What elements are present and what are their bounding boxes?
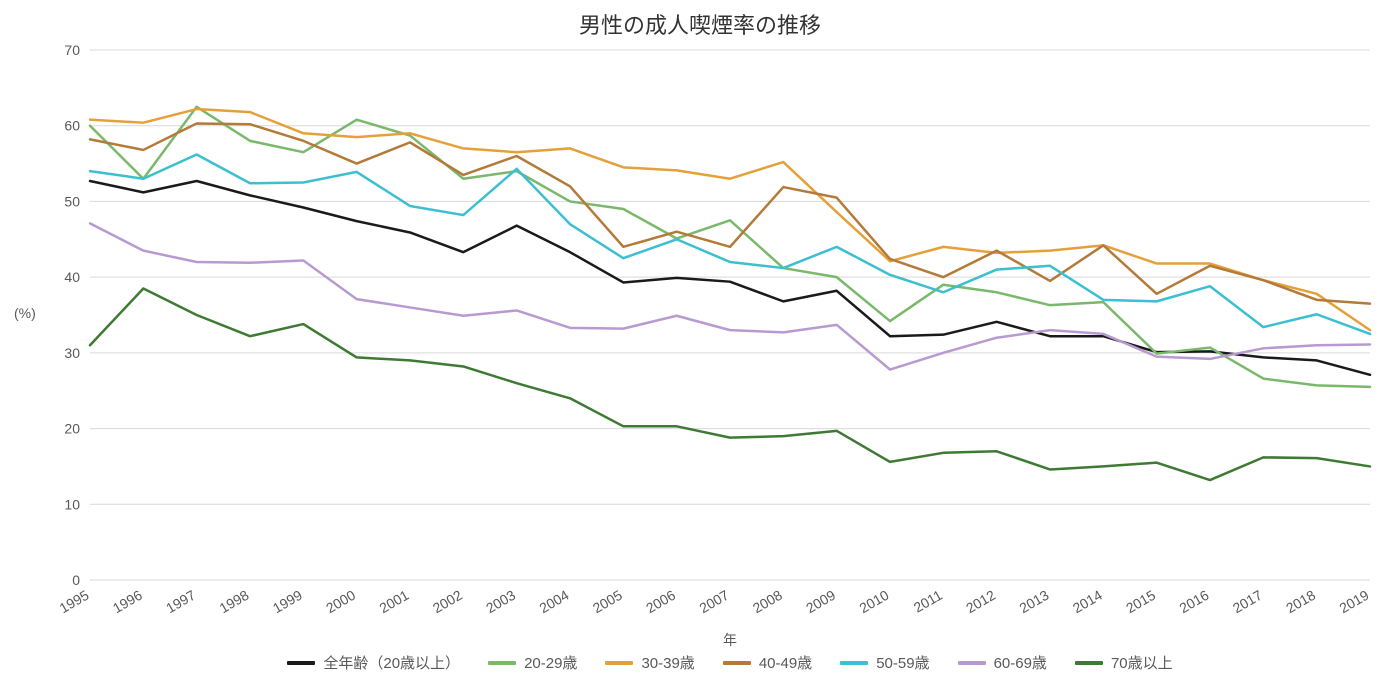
y-tick-label: 20 bbox=[64, 421, 80, 437]
legend-item: 30-39歳 bbox=[605, 652, 694, 673]
x-tick-label: 2012 bbox=[963, 587, 998, 617]
x-tick-label: 2003 bbox=[483, 587, 518, 617]
x-tick-label: 1996 bbox=[110, 587, 145, 617]
y-tick-label: 10 bbox=[64, 496, 80, 512]
chart-container: 男性の成人喫煙率の推移 (%) 010203040506070199519961… bbox=[0, 0, 1400, 700]
legend-item: 70歳以上 bbox=[1075, 652, 1173, 673]
x-tick-label: 2002 bbox=[430, 587, 465, 617]
x-tick-label: 2011 bbox=[911, 587, 945, 616]
legend-swatch bbox=[605, 661, 633, 665]
legend-label: 40-49歳 bbox=[759, 652, 812, 673]
y-tick-label: 60 bbox=[64, 118, 80, 134]
x-tick-label: 2016 bbox=[1177, 587, 1212, 617]
legend-item: 50-59歳 bbox=[840, 652, 929, 673]
y-tick-label: 70 bbox=[64, 42, 80, 58]
legend-label: 70歳以上 bbox=[1111, 652, 1173, 673]
legend-label: 60-69歳 bbox=[994, 652, 1047, 673]
series-line bbox=[90, 123, 1370, 303]
x-tick-label: 2008 bbox=[750, 587, 785, 617]
x-tick-label: 2005 bbox=[590, 587, 625, 617]
legend-item: 20-29歳 bbox=[488, 652, 577, 673]
legend-swatch bbox=[723, 661, 751, 665]
legend-swatch bbox=[958, 661, 986, 665]
chart-legend: 全年齢（20歳以上） 20-29歳 30-39歳 40-49歳 50-59歳 60-69歳… bbox=[90, 652, 1370, 673]
x-axis-label: 年 bbox=[90, 630, 1370, 650]
y-tick-label: 50 bbox=[64, 193, 80, 209]
legend-item: 60-69歳 bbox=[958, 652, 1047, 673]
legend-item: 40-49歳 bbox=[723, 652, 812, 673]
x-tick-label: 2018 bbox=[1283, 587, 1318, 617]
legend-item: 全年齢（20歳以上） bbox=[287, 652, 460, 673]
legend-label: 50-59歳 bbox=[876, 652, 929, 673]
x-tick-label: 2014 bbox=[1070, 587, 1105, 617]
series-line bbox=[90, 154, 1370, 333]
y-tick-label: 40 bbox=[64, 269, 80, 285]
y-tick-label: 30 bbox=[64, 345, 80, 361]
chart-plot-area: 0 10 20 30 40 50 60 70 1995 1996 1997 1998 1999 2000 2… bbox=[0, 0, 1400, 700]
x-tick-label: 2017 bbox=[1230, 587, 1265, 617]
x-tick-label: 2000 bbox=[323, 587, 358, 617]
x-tick-label: 2007 bbox=[697, 587, 732, 617]
x-tick-label: 1997 bbox=[163, 587, 198, 617]
x-tick-label: 2006 bbox=[643, 587, 678, 617]
legend-swatch bbox=[488, 661, 516, 665]
y-tick-label: 0 bbox=[72, 572, 80, 588]
legend-swatch bbox=[1075, 661, 1103, 665]
x-tick-label: 1995 bbox=[57, 587, 92, 617]
x-tick-label: 2015 bbox=[1123, 587, 1158, 617]
x-tick-label: 1999 bbox=[270, 587, 305, 617]
legend-label: 20-29歳 bbox=[524, 652, 577, 673]
legend-label: 30-39歳 bbox=[641, 652, 694, 673]
x-tick-label: 2010 bbox=[857, 587, 892, 617]
series-line bbox=[90, 181, 1370, 375]
series-line bbox=[90, 289, 1370, 481]
x-tick-label: 1998 bbox=[217, 587, 252, 617]
x-tick-label: 2019 bbox=[1337, 587, 1372, 617]
x-tick-label: 2004 bbox=[537, 587, 572, 617]
legend-swatch bbox=[840, 661, 868, 665]
x-tick-label: 2013 bbox=[1017, 587, 1052, 617]
legend-label: 全年齢（20歳以上） bbox=[323, 652, 460, 673]
x-tick-label: 2001 bbox=[377, 587, 412, 617]
x-tick-label: 2009 bbox=[803, 587, 838, 617]
legend-swatch bbox=[287, 661, 315, 665]
